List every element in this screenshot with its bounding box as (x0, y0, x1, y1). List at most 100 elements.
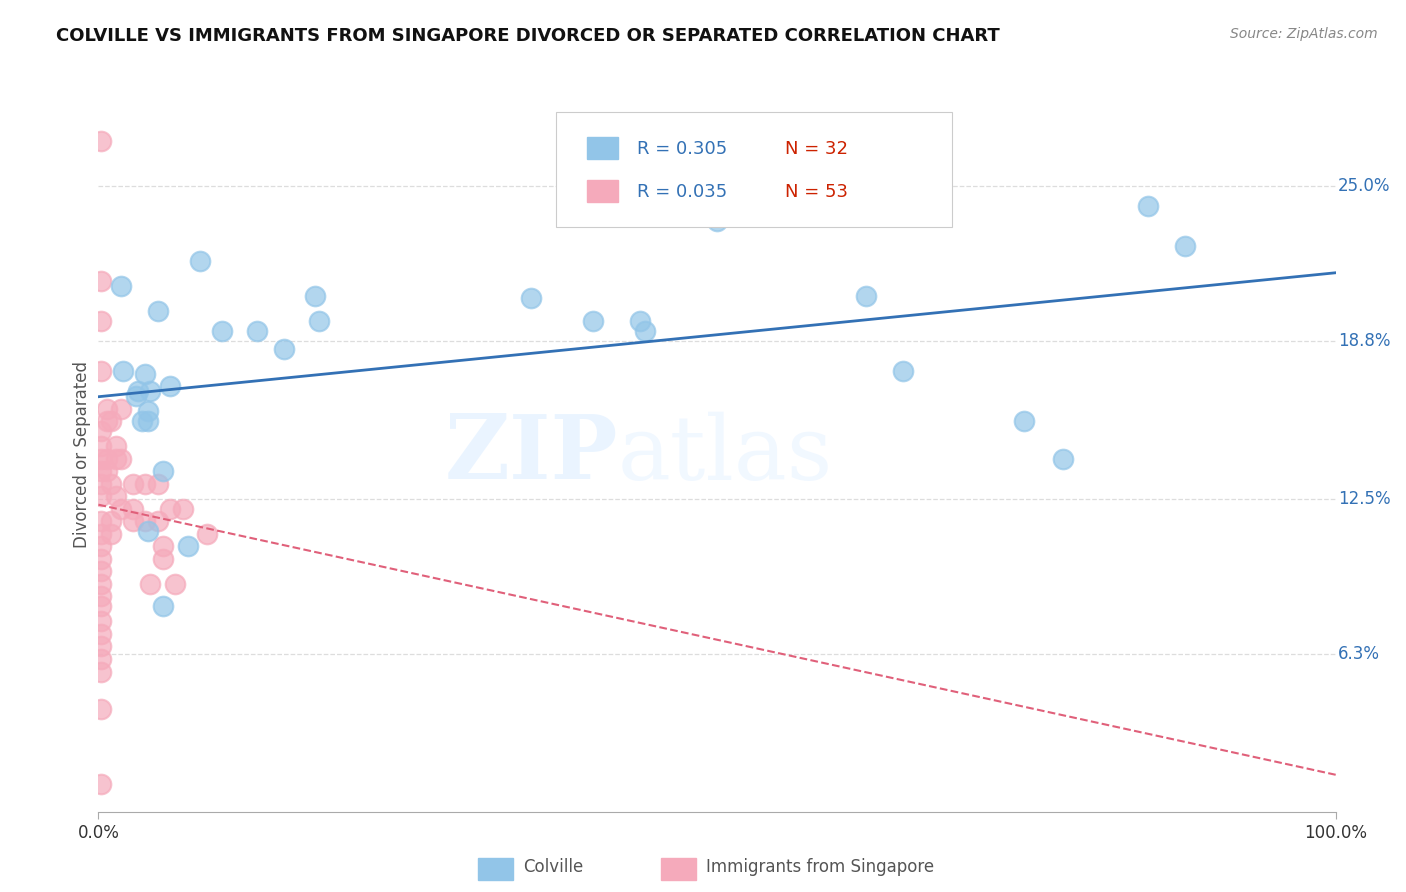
Point (122, 476, 145, 491)
Point (520, 292, 543, 306)
Point (96, 451, 118, 466)
Point (152, 539, 174, 553)
Point (1052, 451, 1074, 466)
Point (122, 501, 145, 516)
Point (90, 640, 112, 654)
Point (1174, 239, 1197, 253)
Point (90, 134, 112, 148)
Point (127, 384, 149, 398)
FancyBboxPatch shape (557, 112, 952, 227)
Text: R = 0.305: R = 0.305 (637, 141, 727, 159)
Point (90, 551, 112, 566)
Point (146, 476, 169, 491)
Point (104, 489, 127, 503)
Point (165, 577, 187, 591)
Point (891, 364, 914, 378)
Point (176, 539, 198, 553)
Point (146, 514, 169, 528)
Point (134, 514, 156, 528)
Text: N = 53: N = 53 (785, 184, 848, 202)
Point (90, 274, 112, 288)
Point (1136, 199, 1159, 213)
Text: ZIP: ZIP (444, 411, 619, 499)
Point (90, 424, 112, 438)
Point (124, 389, 146, 403)
Point (112, 364, 135, 378)
Text: 18.8%: 18.8% (1339, 332, 1391, 350)
Point (855, 289, 877, 303)
Point (188, 253, 211, 268)
Text: Colville: Colville (523, 858, 583, 876)
Point (90, 464, 112, 478)
Point (90, 526, 112, 541)
Point (139, 384, 162, 398)
Text: 6.3%: 6.3% (1339, 645, 1381, 663)
Point (136, 524, 159, 539)
Point (172, 501, 194, 516)
Text: 12.5%: 12.5% (1339, 490, 1391, 508)
Point (136, 414, 159, 428)
Point (100, 476, 122, 491)
Point (134, 367, 156, 381)
Point (273, 342, 295, 356)
Point (152, 464, 174, 478)
Point (90, 777, 112, 791)
Point (159, 501, 181, 516)
Point (90, 599, 112, 614)
Point (90, 627, 112, 641)
Point (159, 379, 181, 393)
Point (706, 214, 728, 228)
Point (100, 526, 122, 541)
Point (90, 590, 112, 604)
Point (90, 615, 112, 629)
Text: Source: ZipAtlas.com: Source: ZipAtlas.com (1230, 27, 1378, 41)
Text: Immigrants from Singapore: Immigrants from Singapore (706, 858, 934, 876)
Point (110, 451, 132, 466)
Point (110, 279, 132, 293)
Point (100, 514, 122, 528)
Point (90, 439, 112, 453)
Point (90, 364, 112, 378)
Point (96, 464, 118, 478)
FancyBboxPatch shape (588, 180, 619, 202)
Point (90, 665, 112, 679)
Y-axis label: Divorced or Separated: Divorced or Separated (73, 361, 91, 549)
Point (146, 304, 169, 318)
Point (582, 314, 605, 328)
Point (90, 476, 112, 491)
Point (246, 324, 269, 338)
Point (90, 539, 112, 553)
Point (308, 314, 330, 328)
Point (90, 514, 112, 528)
Point (90, 702, 112, 716)
Text: atlas: atlas (619, 411, 834, 499)
Point (110, 501, 132, 516)
Point (90, 577, 112, 591)
Point (104, 451, 127, 466)
Point (90, 451, 112, 466)
Point (139, 577, 162, 591)
Point (90, 489, 112, 503)
Point (110, 401, 132, 416)
Point (90, 652, 112, 666)
Text: R = 0.035: R = 0.035 (637, 184, 727, 202)
Point (100, 414, 122, 428)
Point (1012, 414, 1035, 428)
Point (96, 401, 118, 416)
Point (195, 526, 218, 541)
Point (90, 565, 112, 579)
Point (134, 476, 156, 491)
Point (131, 414, 153, 428)
Point (104, 439, 127, 453)
Point (152, 599, 174, 614)
Point (628, 314, 651, 328)
Point (304, 289, 326, 303)
FancyBboxPatch shape (588, 137, 619, 159)
Point (634, 324, 657, 338)
Point (122, 514, 145, 528)
Point (136, 404, 159, 418)
Text: N = 32: N = 32 (785, 141, 848, 159)
Point (96, 414, 118, 428)
Point (211, 324, 233, 338)
Text: 25.0%: 25.0% (1339, 177, 1391, 194)
